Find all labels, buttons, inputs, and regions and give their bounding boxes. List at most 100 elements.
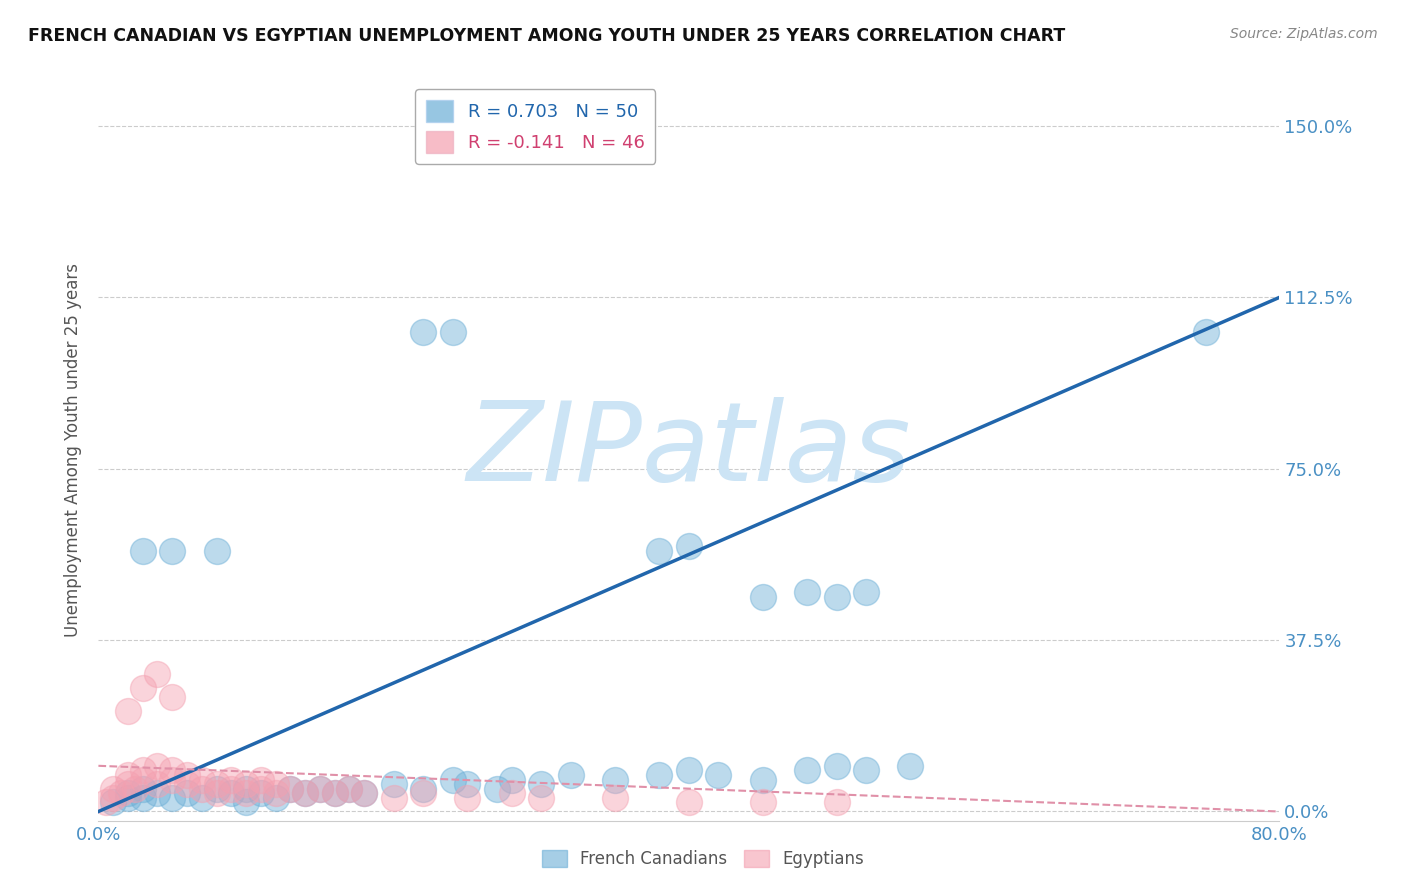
Point <box>103 790 125 805</box>
Point <box>530 777 553 791</box>
Point <box>486 781 509 796</box>
Point <box>309 781 332 796</box>
Legend: French Canadians, Egyptians: French Canadians, Egyptians <box>536 843 870 875</box>
Point <box>353 786 375 800</box>
Point <box>221 781 243 796</box>
Point <box>752 796 775 810</box>
Point <box>235 781 257 796</box>
Point <box>132 681 155 695</box>
Point <box>205 777 228 791</box>
Point <box>162 690 183 705</box>
Point <box>382 790 405 805</box>
Point <box>117 790 139 805</box>
Point <box>132 781 155 796</box>
Point <box>900 759 922 773</box>
Point <box>457 777 479 791</box>
Point <box>94 796 117 810</box>
Point <box>825 796 848 810</box>
Point <box>323 786 346 800</box>
Text: FRENCH CANADIAN VS EGYPTIAN UNEMPLOYMENT AMONG YOUTH UNDER 25 YEARS CORRELATION : FRENCH CANADIAN VS EGYPTIAN UNEMPLOYMENT… <box>28 27 1066 45</box>
Point <box>339 781 361 796</box>
Point <box>605 790 627 805</box>
Point <box>280 781 302 796</box>
Point <box>117 704 139 718</box>
Point <box>110 786 132 800</box>
Point <box>205 781 228 796</box>
Point <box>162 544 183 558</box>
Point <box>146 759 169 773</box>
Point <box>530 790 553 805</box>
Point <box>382 777 405 791</box>
Point <box>103 796 125 810</box>
Point <box>501 772 523 787</box>
Point <box>235 796 257 810</box>
Point <box>124 781 146 796</box>
Point <box>560 768 582 782</box>
Point <box>191 781 214 796</box>
Point <box>309 781 332 796</box>
Point <box>605 772 627 787</box>
Point <box>250 781 273 796</box>
Point <box>162 772 183 787</box>
Point <box>457 790 479 805</box>
Point <box>205 544 228 558</box>
Point <box>796 585 818 599</box>
Point <box>235 786 257 800</box>
Point <box>855 585 877 599</box>
Point <box>132 790 155 805</box>
Point <box>825 759 848 773</box>
Point <box>412 786 434 800</box>
Point <box>855 764 877 778</box>
Point <box>132 772 155 787</box>
Point <box>162 764 183 778</box>
Point <box>132 764 155 778</box>
Point <box>294 786 316 800</box>
Point <box>294 786 316 800</box>
Point <box>176 786 198 800</box>
Point <box>648 544 671 558</box>
Point <box>825 590 848 604</box>
Point <box>264 777 287 791</box>
Point <box>323 786 346 800</box>
Point <box>501 786 523 800</box>
Point <box>205 786 228 800</box>
Point <box>250 772 273 787</box>
Point <box>132 544 155 558</box>
Point <box>264 786 287 800</box>
Point <box>678 796 700 810</box>
Y-axis label: Unemployment Among Youth under 25 years: Unemployment Among Youth under 25 years <box>65 263 83 638</box>
Point <box>678 764 700 778</box>
Point <box>146 786 169 800</box>
Point <box>176 768 198 782</box>
Point <box>796 764 818 778</box>
Point <box>412 781 434 796</box>
Point <box>117 768 139 782</box>
Point <box>176 777 198 791</box>
Point <box>752 590 775 604</box>
Point <box>752 772 775 787</box>
Point <box>191 790 214 805</box>
Point <box>264 790 287 805</box>
Point <box>678 540 700 554</box>
Point <box>339 781 361 796</box>
Point <box>221 772 243 787</box>
Point <box>412 325 434 339</box>
Point <box>707 768 730 782</box>
Point <box>648 768 671 782</box>
Point <box>441 772 464 787</box>
Point <box>441 325 464 339</box>
Point <box>235 777 257 791</box>
Point <box>117 786 139 800</box>
Point <box>162 790 183 805</box>
Point <box>353 786 375 800</box>
Point <box>1195 325 1218 339</box>
Point <box>250 786 273 800</box>
Point <box>117 777 139 791</box>
Text: ZIPatlas: ZIPatlas <box>467 397 911 504</box>
Point <box>221 786 243 800</box>
Text: Source: ZipAtlas.com: Source: ZipAtlas.com <box>1230 27 1378 41</box>
Point <box>191 772 214 787</box>
Point <box>280 781 302 796</box>
Point <box>146 667 169 681</box>
Point <box>103 781 125 796</box>
